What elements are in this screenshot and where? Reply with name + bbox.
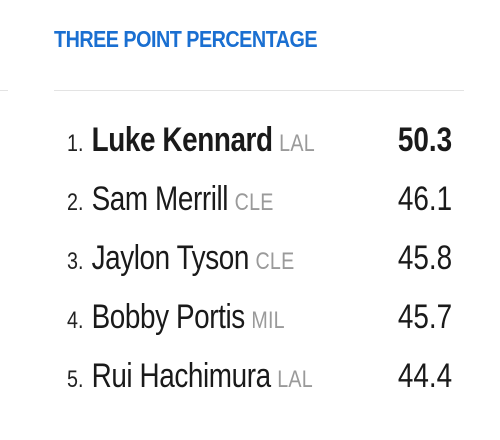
stat-value: 45.8 bbox=[397, 239, 452, 277]
stat-value: 46.1 bbox=[397, 180, 452, 218]
stat-value: 44.4 bbox=[397, 357, 452, 395]
divider-left bbox=[0, 90, 8, 91]
leaders-list: 1. Luke Kennard LAL 50.3 2. Sam Merrill … bbox=[0, 118, 500, 413]
title-divider bbox=[54, 90, 464, 91]
rank-number: 5. bbox=[67, 366, 84, 393]
stat-category-title[interactable]: THREE POINT PERCENTAGE bbox=[54, 26, 318, 52]
team-abbreviation[interactable]: LAL bbox=[277, 366, 313, 393]
player-name[interactable]: Luke Kennard bbox=[91, 121, 273, 159]
player-name[interactable]: Rui Hachimura bbox=[91, 357, 271, 395]
rank-number: 1. bbox=[67, 130, 84, 157]
leader-row-3[interactable]: 3. Jaylon Tyson CLE 45.8 bbox=[0, 236, 500, 295]
team-abbreviation[interactable]: MIL bbox=[251, 307, 285, 334]
leader-row-2[interactable]: 2. Sam Merrill CLE 46.1 bbox=[0, 177, 500, 236]
leader-row-4[interactable]: 4. Bobby Portis MIL 45.7 bbox=[0, 295, 500, 354]
player-name[interactable]: Bobby Portis bbox=[91, 298, 246, 336]
team-abbreviation[interactable]: CLE bbox=[234, 189, 274, 216]
rank-number: 2. bbox=[67, 189, 84, 216]
rank-number: 3. bbox=[67, 248, 84, 275]
team-abbreviation[interactable]: CLE bbox=[255, 248, 295, 275]
leader-row-5[interactable]: 5. Rui Hachimura LAL 44.4 bbox=[0, 354, 500, 413]
stat-value: 50.3 bbox=[397, 121, 452, 159]
team-abbreviation[interactable]: LAL bbox=[279, 130, 315, 157]
rank-number: 4. bbox=[67, 307, 84, 334]
leader-row-1[interactable]: 1. Luke Kennard LAL 50.3 bbox=[0, 118, 500, 177]
stat-value: 45.7 bbox=[397, 298, 452, 336]
player-name[interactable]: Sam Merrill bbox=[91, 180, 229, 218]
player-name[interactable]: Jaylon Tyson bbox=[91, 239, 250, 277]
